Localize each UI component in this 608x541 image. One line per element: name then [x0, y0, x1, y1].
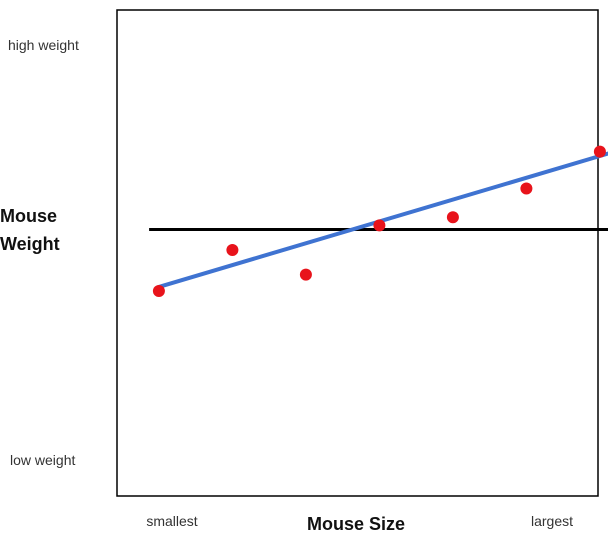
- data-point-3: [299, 268, 312, 281]
- plot-frame: [116, 9, 599, 497]
- data-point-5: [446, 211, 459, 224]
- data-point-2: [226, 244, 239, 256]
- plot-marks: [149, 145, 608, 297]
- data-point-4: [373, 219, 386, 232]
- y-tick-label-high: high weight: [8, 37, 79, 53]
- y-axis-title-line-2: Weight: [0, 234, 60, 254]
- fit-line: [156, 151, 608, 289]
- x-tick-label-low: smallest: [146, 513, 197, 529]
- data-point-6: [520, 182, 533, 195]
- x-axis-title: Mouse Size: [307, 514, 405, 534]
- x-tick-label-high: largest: [531, 513, 573, 529]
- data-point-7: [593, 145, 606, 158]
- data-point-1: [152, 285, 165, 297]
- y-axis-title-line-1: Mouse: [0, 206, 57, 226]
- y-tick-label-low: low weight: [10, 452, 75, 468]
